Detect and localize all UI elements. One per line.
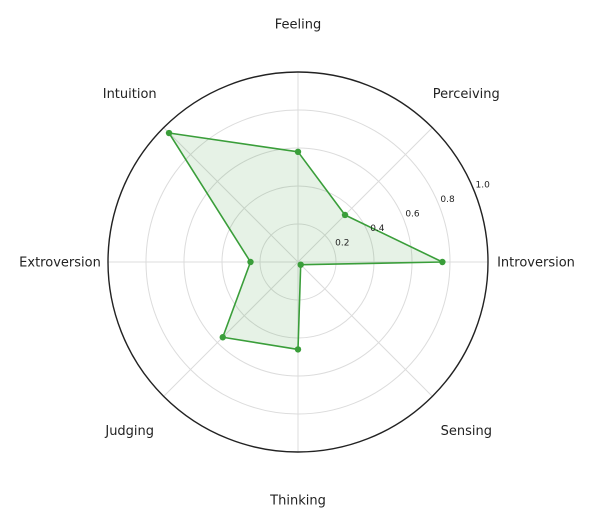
data-point-perceiving bbox=[341, 211, 349, 219]
data-point-thinking bbox=[294, 346, 302, 353]
data-point-extroversion bbox=[247, 258, 254, 266]
category-label-thinking: Thinking bbox=[269, 494, 326, 509]
category-label-feeling: Feeling bbox=[275, 18, 321, 33]
spoke-judging bbox=[163, 261, 299, 397]
category-label-introversion: Introversion bbox=[497, 256, 575, 271]
data-point-sensing bbox=[297, 261, 304, 268]
category-label-sensing: Sensing bbox=[441, 424, 492, 439]
data-point-introversion bbox=[439, 258, 446, 266]
grid-ring bbox=[259, 223, 337, 301]
outer-ring bbox=[107, 71, 489, 453]
data-point-feeling bbox=[294, 148, 302, 155]
data-point-intuition bbox=[165, 129, 173, 137]
category-label-perceiving: Perceiving bbox=[433, 87, 500, 102]
category-label-extroversion: Extroversion bbox=[19, 256, 101, 271]
spoke-intuition bbox=[163, 127, 299, 263]
spoke-perceiving bbox=[297, 127, 433, 263]
series-area bbox=[169, 133, 443, 350]
tick-label: 0.2 bbox=[335, 238, 349, 248]
category-labels: Introversion Perceiving Feeling Intuition Ex… bbox=[19, 18, 575, 509]
radial-tick-labels: 0.2 0.4 0.6 0.8 1.0 bbox=[335, 180, 490, 248]
data-point-judging bbox=[219, 334, 226, 341]
tick-label: 0.4 bbox=[370, 224, 385, 234]
grid-ring bbox=[145, 109, 451, 415]
tick-label: 1.0 bbox=[476, 180, 491, 190]
data-series bbox=[165, 129, 446, 353]
tick-label: 0.6 bbox=[405, 209, 420, 219]
spoke-sensing bbox=[297, 261, 433, 397]
tick-label: 0.8 bbox=[440, 195, 455, 205]
category-label-judging: Judging bbox=[104, 424, 154, 439]
category-label-intuition: Intuition bbox=[103, 87, 157, 102]
